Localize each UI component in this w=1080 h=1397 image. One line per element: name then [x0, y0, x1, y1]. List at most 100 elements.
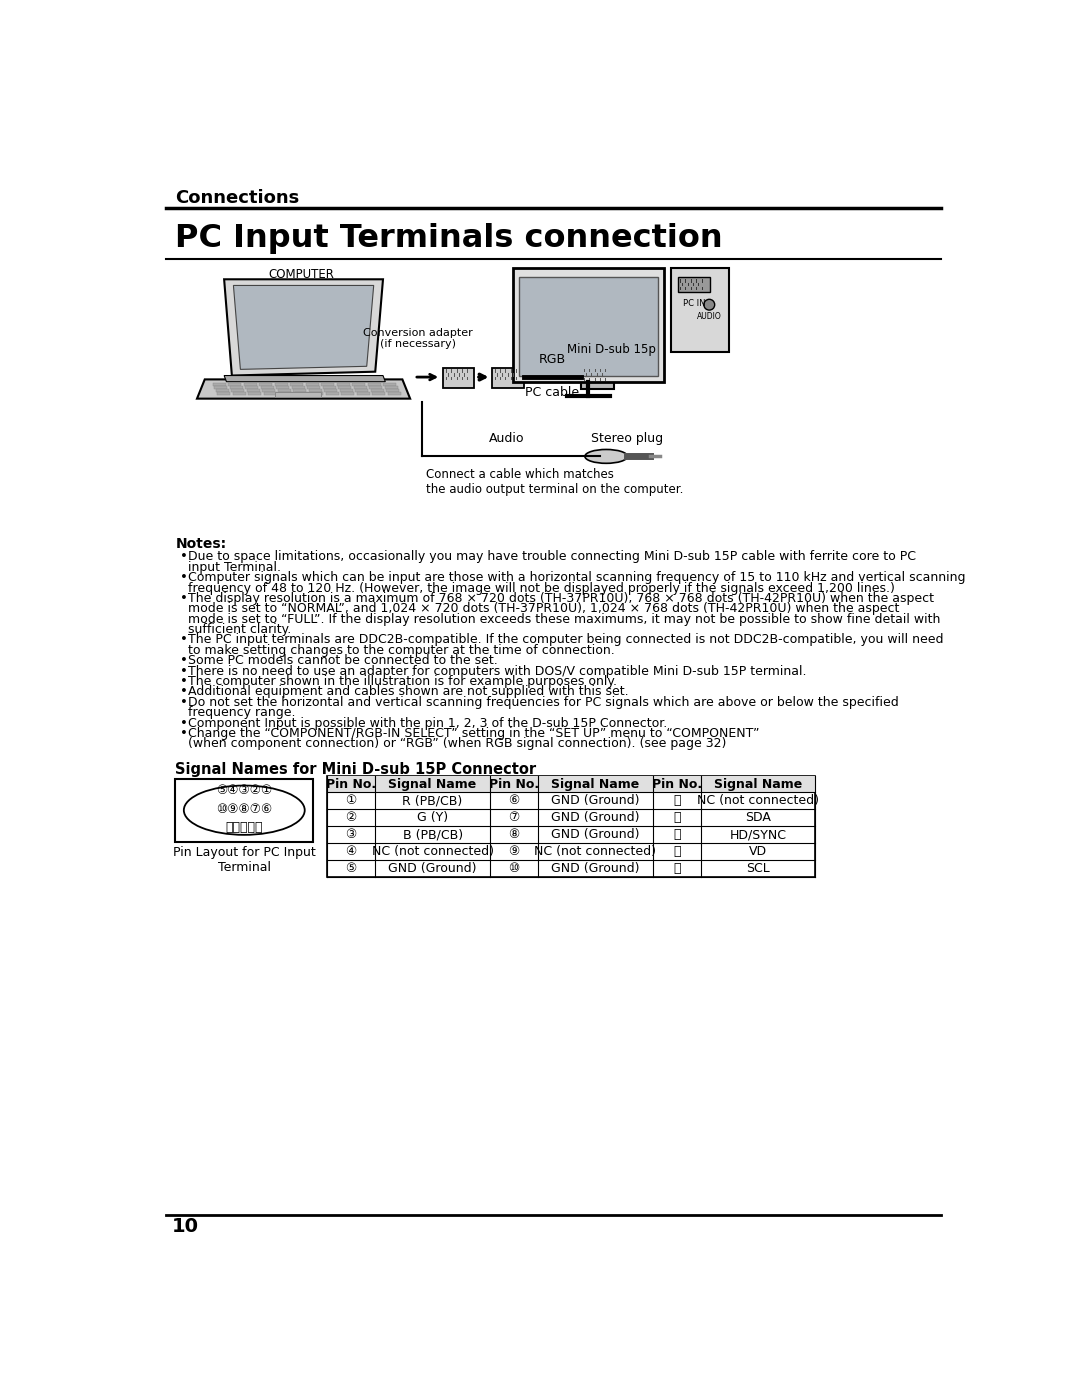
Polygon shape [581, 366, 613, 390]
Polygon shape [276, 387, 289, 388]
Polygon shape [324, 390, 337, 391]
Polygon shape [326, 393, 339, 395]
Polygon shape [228, 383, 241, 386]
Text: NC (not connected): NC (not connected) [535, 845, 657, 858]
Text: •: • [180, 654, 188, 668]
Text: GND (Ground): GND (Ground) [551, 795, 639, 807]
Polygon shape [291, 383, 303, 386]
FancyBboxPatch shape [175, 778, 313, 842]
Polygon shape [217, 393, 230, 395]
Text: The PC input terminals are DDC2B-compatible. If the computer being connected is : The PC input terminals are DDC2B-compati… [188, 633, 943, 647]
Text: Some PC models cannot be connected to the set.: Some PC models cannot be connected to th… [188, 654, 498, 668]
Text: Pin Layout for PC Input
Terminal: Pin Layout for PC Input Terminal [173, 847, 315, 875]
Text: Mini D-sub 15p: Mini D-sub 15p [567, 344, 656, 356]
Polygon shape [213, 383, 226, 386]
Text: ②: ② [346, 812, 356, 824]
Text: •: • [180, 665, 188, 678]
Polygon shape [214, 387, 227, 388]
Text: The display resolution is a maximum of 768 × 720 dots (TH-37PR10U), 768 × 768 do: The display resolution is a maximum of 7… [188, 592, 934, 605]
Text: Additional equipment and cables shown are not supplied with this set.: Additional equipment and cables shown ar… [188, 686, 629, 698]
Text: mode is set to “NORMAL”, and 1,024 × 720 dots (TH-37PR10U), 1,024 × 768 dots (TH: mode is set to “NORMAL”, and 1,024 × 720… [188, 602, 899, 615]
Polygon shape [309, 390, 322, 391]
Polygon shape [216, 390, 229, 391]
Text: GND (Ground): GND (Ground) [551, 828, 639, 841]
Polygon shape [367, 383, 380, 386]
Polygon shape [292, 387, 305, 388]
Polygon shape [370, 390, 383, 391]
Polygon shape [225, 376, 386, 381]
Text: •: • [180, 550, 188, 563]
Text: Component Input is possible with the pin 1, 2, 3 of the D-sub 15P Connector.: Component Input is possible with the pin… [188, 717, 667, 729]
Polygon shape [243, 383, 257, 386]
Text: ⑩: ⑩ [509, 862, 519, 876]
Text: •: • [180, 696, 188, 708]
Text: VD: VD [750, 845, 767, 858]
Polygon shape [323, 387, 336, 388]
Text: frequency of 48 to 120 Hz. (However, the image will not be displayed properly if: frequency of 48 to 120 Hz. (However, the… [188, 581, 894, 595]
Text: •: • [180, 686, 188, 698]
Polygon shape [233, 285, 374, 369]
Polygon shape [259, 383, 272, 386]
FancyBboxPatch shape [672, 268, 729, 352]
Polygon shape [307, 387, 321, 388]
Text: R (PB/CB): R (PB/CB) [403, 795, 462, 807]
FancyBboxPatch shape [327, 775, 815, 792]
Text: •: • [180, 726, 188, 740]
Text: Signal Names for Mini D-sub 15P Connector: Signal Names for Mini D-sub 15P Connecto… [175, 761, 537, 777]
Polygon shape [248, 393, 261, 395]
Polygon shape [353, 387, 367, 388]
Text: Do not set the horizontal and vertical scanning frequencies for PC signals which: Do not set the horizontal and vertical s… [188, 696, 899, 708]
Text: Signal Name: Signal Name [389, 778, 476, 791]
Polygon shape [383, 383, 396, 386]
Text: Due to space limitations, occasionally you may have trouble connecting Mini D-su: Due to space limitations, occasionally y… [188, 550, 916, 563]
Polygon shape [339, 390, 353, 391]
Polygon shape [337, 383, 350, 386]
Polygon shape [387, 390, 400, 391]
Text: Signal Name: Signal Name [551, 778, 639, 791]
FancyBboxPatch shape [677, 277, 710, 292]
Polygon shape [231, 390, 244, 391]
Text: ⑫: ⑫ [673, 812, 680, 824]
Text: Audio: Audio [489, 432, 525, 444]
Polygon shape [232, 393, 246, 395]
FancyBboxPatch shape [513, 268, 664, 381]
Polygon shape [245, 387, 258, 388]
Text: G (Y): G (Y) [417, 812, 448, 824]
Text: ⑤④③②①: ⑤④③②① [216, 785, 272, 798]
Polygon shape [338, 387, 351, 388]
Text: Signal Name: Signal Name [714, 778, 802, 791]
Text: Notes:: Notes: [175, 538, 227, 552]
Polygon shape [262, 390, 275, 391]
Text: •: • [180, 633, 188, 647]
Polygon shape [355, 390, 368, 391]
Text: ⑥: ⑥ [509, 795, 519, 807]
Text: PC IN: PC IN [683, 299, 705, 307]
Text: •: • [180, 592, 188, 605]
Text: ④: ④ [346, 845, 356, 858]
Text: •: • [180, 675, 188, 689]
Text: ①: ① [346, 795, 356, 807]
Text: SDA: SDA [745, 812, 771, 824]
Polygon shape [274, 383, 287, 386]
Text: Pin No.: Pin No. [489, 778, 539, 791]
Text: GND (Ground): GND (Ground) [551, 812, 639, 824]
Text: •: • [180, 717, 188, 729]
Polygon shape [321, 383, 334, 386]
Text: There is no need to use an adapter for computers with DOS/V compatible Mini D-su: There is no need to use an adapter for c… [188, 665, 806, 678]
Polygon shape [230, 387, 243, 388]
Polygon shape [388, 393, 401, 395]
Text: HD/SYNC: HD/SYNC [730, 828, 786, 841]
Text: Connect a cable which matches
the audio output terminal on the computer.: Connect a cable which matches the audio … [426, 468, 683, 496]
Polygon shape [306, 383, 319, 386]
Polygon shape [310, 393, 323, 395]
Text: COMPUTER: COMPUTER [269, 268, 335, 281]
Text: ⑨: ⑨ [509, 845, 519, 858]
Text: Computer signals which can be input are those with a horizontal scanning frequen: Computer signals which can be input are … [188, 571, 966, 584]
Polygon shape [491, 367, 524, 388]
Text: Stereo plug: Stereo plug [591, 432, 663, 444]
Text: The computer shown in the illustration is for example purposes only.: The computer shown in the illustration i… [188, 675, 617, 689]
Text: to make setting changes to the computer at the time of connection.: to make setting changes to the computer … [188, 644, 615, 657]
Text: ⑪: ⑪ [673, 795, 680, 807]
Text: RGB: RGB [539, 353, 566, 366]
Text: ⑤: ⑤ [346, 862, 356, 876]
